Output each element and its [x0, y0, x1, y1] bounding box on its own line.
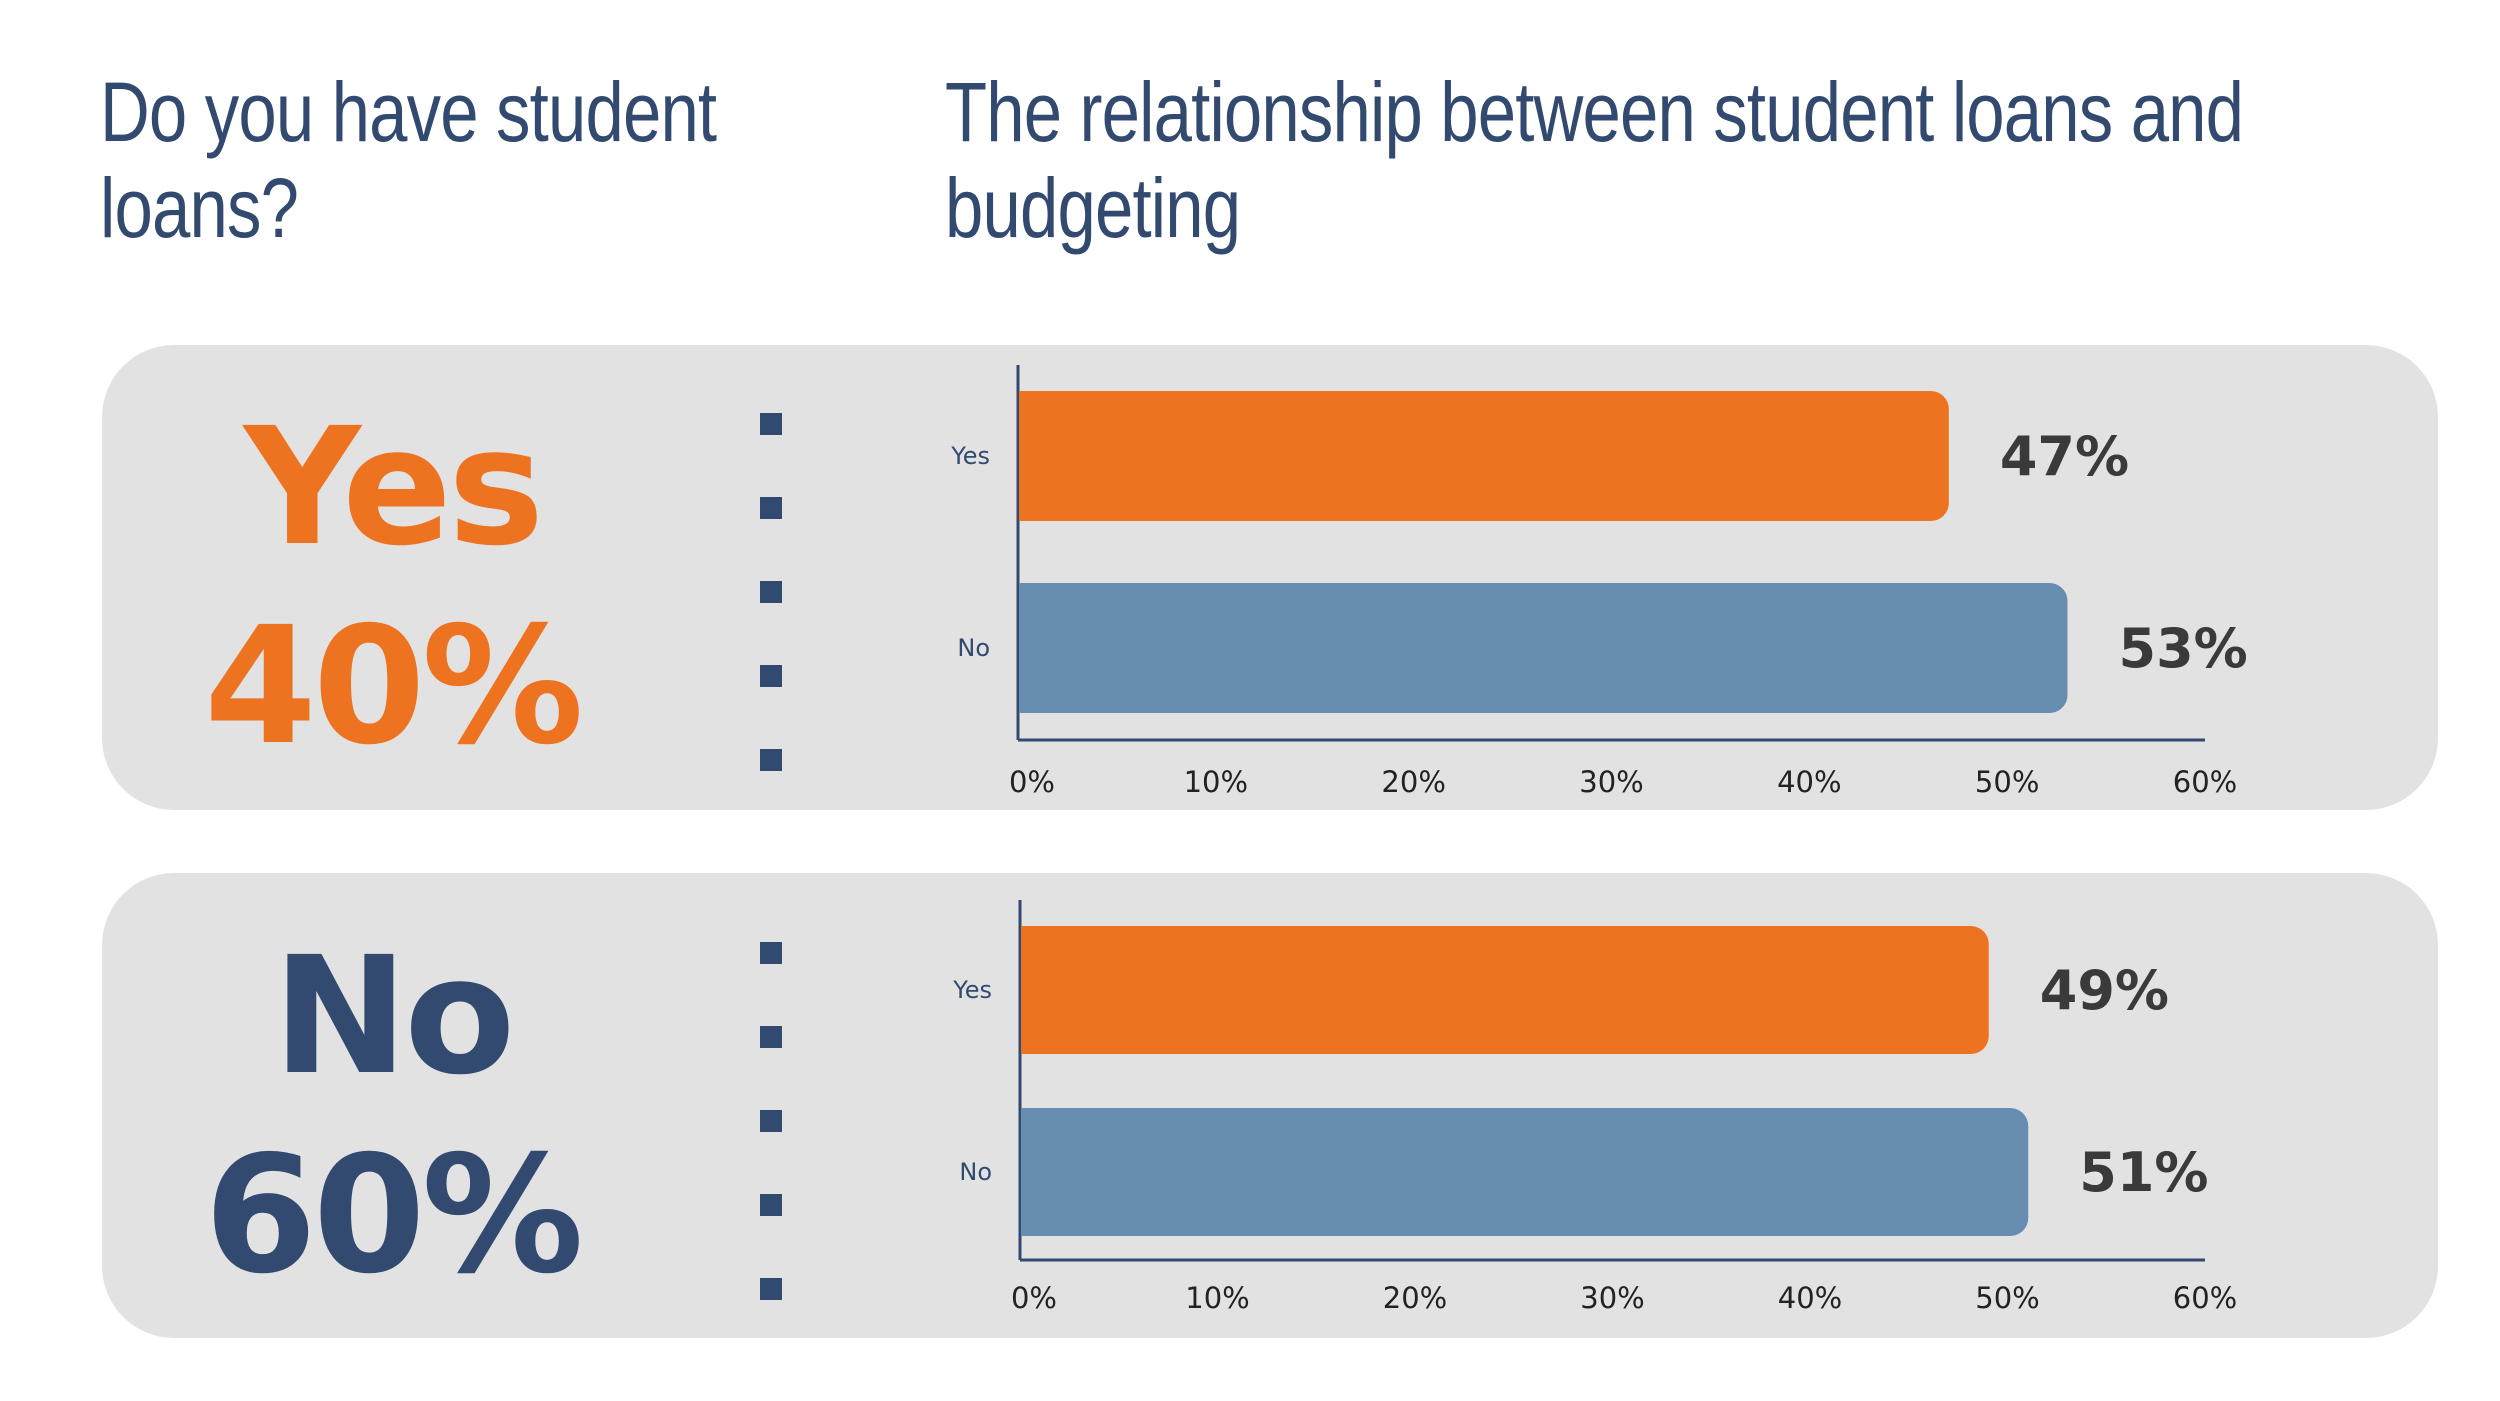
x-tick-label: 30% [1580, 1281, 1644, 1315]
answer-no-label: No [272, 923, 516, 1111]
x-tick-label: 60% [2173, 1281, 2237, 1315]
divider-dot [760, 413, 782, 435]
value-label: 53% [2119, 617, 2248, 680]
bar-yes-base [1021, 926, 1045, 1054]
divider-dot [760, 749, 782, 771]
bar-no [1021, 1108, 2029, 1236]
divider-dot [760, 1110, 782, 1132]
x-tick-label: 40% [1777, 765, 1841, 799]
bar-no-base [1019, 583, 1043, 713]
x-tick-label: 20% [1383, 1281, 1447, 1315]
divider-dot [760, 497, 782, 519]
x-tick-label: 20% [1381, 765, 1445, 799]
chart-title: The relationship between student loans a… [945, 65, 2244, 255]
bar-yes-base [1019, 391, 1043, 521]
category-label: No [959, 1158, 992, 1186]
divider-dot [760, 1194, 782, 1216]
category-label: No [957, 634, 990, 662]
category-label: Yes [952, 976, 992, 1004]
x-tick-label: 60% [2173, 765, 2237, 799]
divider-dot [760, 1026, 782, 1048]
value-label: 49% [2040, 959, 2169, 1022]
divider-dot [760, 581, 782, 603]
divider-dot [760, 1278, 782, 1300]
bar-no [1019, 583, 2068, 713]
bar-yes [1019, 391, 1949, 521]
value-label: 47% [2000, 425, 2129, 488]
x-tick-label: 50% [1975, 1281, 2039, 1315]
x-tick-label: 30% [1579, 765, 1643, 799]
x-tick-label: 50% [1975, 765, 2039, 799]
divider-dot [760, 942, 782, 964]
x-tick-label: 0% [1009, 765, 1055, 799]
value-label: 51% [2079, 1141, 2208, 1204]
answer-yes-percent: 40% [204, 593, 584, 781]
x-tick-label: 10% [1184, 765, 1248, 799]
bar-yes [1021, 926, 1989, 1054]
answer-no-percent: 60% [204, 1122, 584, 1310]
x-tick-label: 40% [1778, 1281, 1842, 1315]
divider-dot [760, 665, 782, 687]
left-title: Do you have student loans? [100, 65, 717, 255]
x-tick-label: 10% [1185, 1281, 1249, 1315]
bar-no-base [1021, 1108, 1045, 1236]
category-label: Yes [950, 442, 990, 470]
answer-yes-label: Yes [243, 394, 545, 582]
x-tick-label: 0% [1011, 1281, 1057, 1315]
